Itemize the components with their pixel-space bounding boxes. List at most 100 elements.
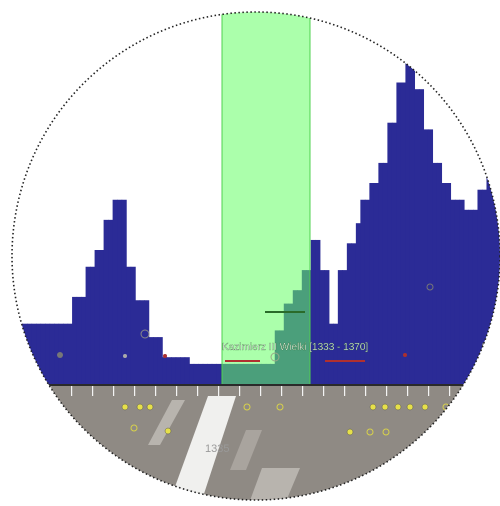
axis-tick [29, 386, 31, 396]
histogram-bar [216, 363, 222, 384]
event-marker[interactable] [130, 424, 138, 432]
event-marker[interactable] [366, 428, 374, 436]
histogram-bar [481, 189, 488, 384]
histogram-bar [153, 337, 159, 384]
histogram-bar [5, 377, 10, 384]
histogram-bar [373, 183, 379, 384]
event-marker[interactable] [406, 403, 414, 411]
event-marker[interactable] [276, 403, 284, 411]
histogram-bar [13, 323, 19, 384]
event-marker[interactable] [403, 353, 407, 357]
histogram-bar [12, 323, 15, 384]
event-marker[interactable] [369, 403, 377, 411]
histogram-bar [409, 49, 416, 384]
event-marker[interactable] [163, 354, 167, 358]
histogram-bar [54, 323, 60, 384]
histogram-bar [148, 337, 154, 384]
event-marker[interactable] [140, 329, 150, 339]
axis-tick [8, 386, 9, 396]
histogram-bar [490, 176, 497, 384]
event-marker[interactable] [243, 403, 251, 411]
histogram-bar [184, 357, 190, 384]
histogram-bar [441, 183, 447, 384]
histogram-bar [202, 363, 208, 384]
event-line [325, 360, 365, 362]
reign-line [265, 311, 305, 313]
histogram-bar [94, 250, 100, 384]
histogram-bar [360, 199, 366, 384]
histogram-bar [445, 183, 452, 384]
event-line [225, 360, 260, 362]
axis-tick [176, 386, 178, 396]
histogram-bar [198, 363, 204, 384]
histogram-bar [310, 239, 316, 384]
event-marker[interactable] [146, 403, 154, 411]
event-marker[interactable] [164, 427, 172, 435]
histogram-bar [463, 209, 470, 384]
reign-highlight-band[interactable] [221, 0, 311, 387]
event-marker[interactable] [421, 403, 429, 411]
histogram-bar [85, 266, 91, 384]
lens-border[interactable] [11, 11, 500, 501]
event-marker[interactable] [270, 352, 280, 362]
histogram-bar [472, 209, 479, 384]
ground-shape [148, 400, 185, 445]
axis-tick [449, 386, 451, 396]
histogram-bar [328, 323, 334, 384]
histogram-bar [36, 323, 42, 384]
histogram-bar [157, 337, 163, 384]
histogram-bar [144, 300, 150, 384]
axis-tick [365, 386, 367, 396]
event-marker[interactable] [381, 403, 389, 411]
axis-year-label: 1335 [205, 443, 229, 455]
ground-area [12, 384, 500, 500]
histogram-bar [81, 296, 87, 384]
axis-tick [113, 386, 115, 396]
event-marker[interactable] [394, 403, 402, 411]
event-marker[interactable] [123, 354, 127, 358]
histogram-bar [207, 363, 213, 384]
histogram-bar [67, 323, 73, 384]
event-marker[interactable] [57, 352, 63, 358]
reign-label[interactable]: Kazimierz III Wielki [1333 - 1370] [222, 342, 369, 353]
histogram-bar [324, 270, 330, 384]
histogram-bar [72, 296, 78, 384]
event-marker[interactable] [346, 428, 354, 436]
event-marker[interactable] [121, 403, 129, 411]
histogram-bar [319, 270, 325, 384]
histogram-bar [99, 250, 105, 384]
axis-tick [428, 386, 430, 396]
histogram-bar [459, 199, 465, 384]
histogram-bar [211, 363, 217, 384]
event-marker[interactable] [426, 283, 434, 291]
axis-tick [239, 386, 241, 396]
axis-tick [386, 386, 388, 396]
event-marker[interactable] [382, 428, 390, 436]
histogram-bar [40, 323, 46, 384]
histogram-bar [121, 199, 127, 384]
histogram-bar [117, 199, 123, 384]
axis-tick [323, 386, 325, 396]
histogram-bar [45, 323, 51, 384]
axis-tick [470, 386, 472, 396]
histogram-bar [387, 122, 393, 384]
histogram-bar [414, 89, 420, 384]
axis-tick [134, 386, 136, 396]
histogram-bar [391, 122, 397, 384]
histogram-bar [166, 357, 172, 384]
histogram-bar [130, 266, 136, 384]
histogram-bar [405, 49, 411, 384]
histogram-bar [103, 219, 109, 384]
axis-tick [155, 386, 157, 396]
histogram-bar [175, 357, 181, 384]
axis-tick [491, 386, 493, 396]
event-marker[interactable] [136, 403, 144, 411]
histogram-bar [454, 199, 461, 384]
histogram-bar [162, 357, 168, 384]
histogram-bar [337, 270, 343, 384]
axis-tick [407, 386, 409, 396]
axis-tick [281, 386, 283, 396]
axis-tick [260, 386, 262, 396]
